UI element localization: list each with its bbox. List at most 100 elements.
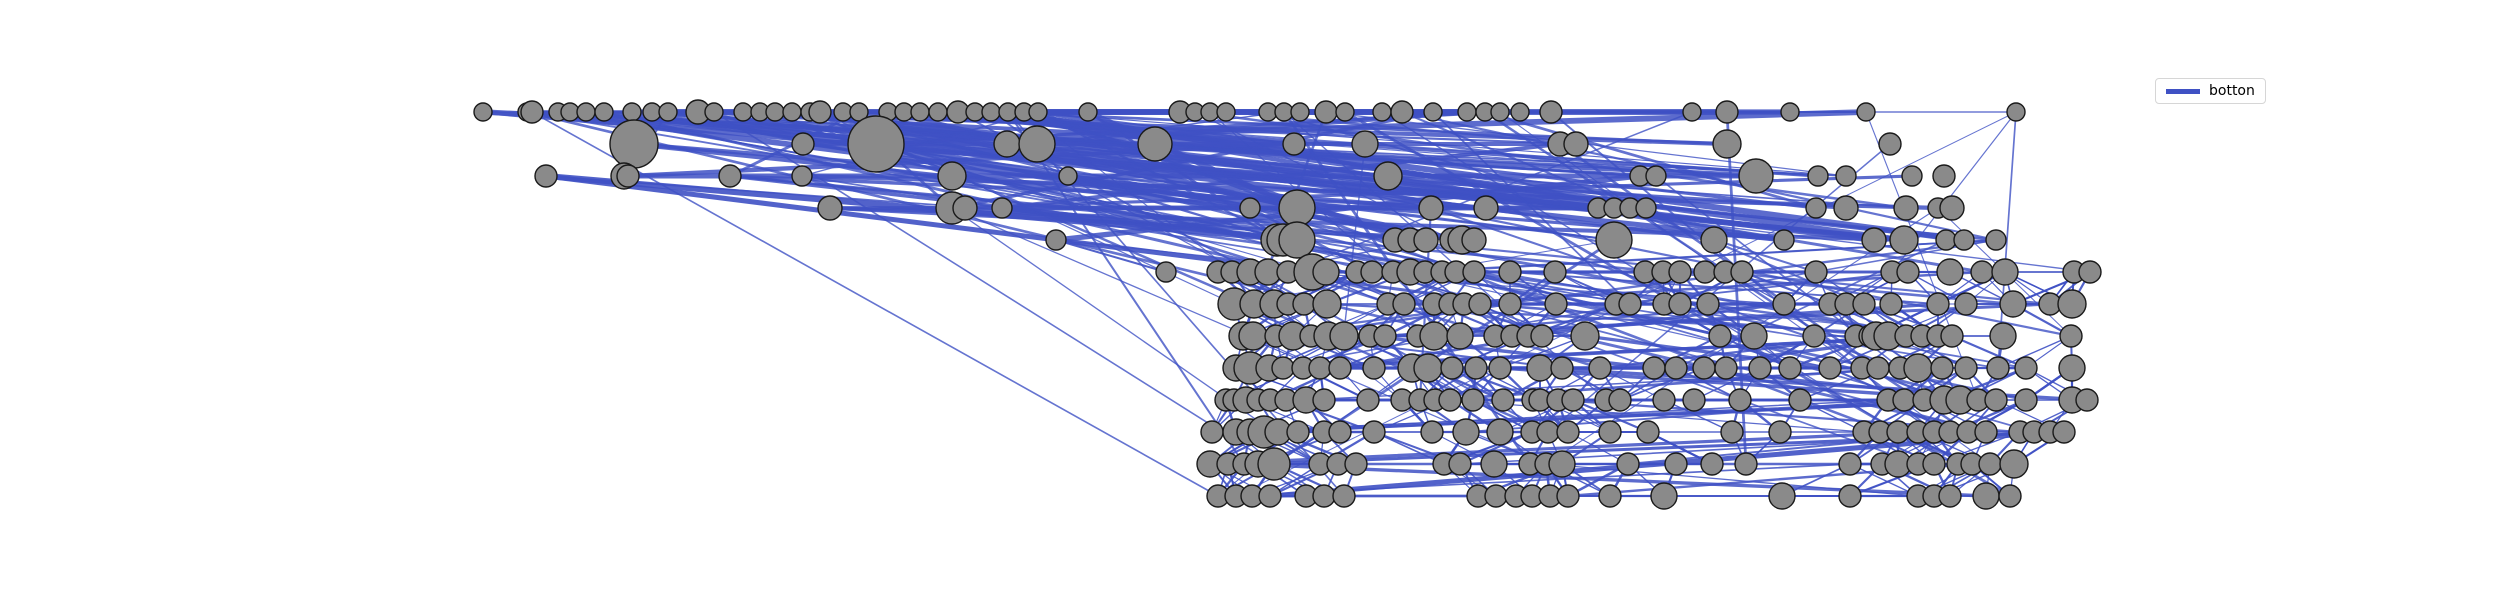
graph-edge	[1865, 111, 1979, 401]
graph-node	[991, 197, 1013, 219]
graph-node	[1700, 452, 1724, 476]
graph-node	[1835, 165, 1857, 187]
graph-node	[1805, 197, 1827, 219]
graph-node	[1715, 100, 1739, 124]
graph-node	[1935, 229, 1957, 251]
graph-node	[1548, 450, 1576, 478]
graph-edge	[858, 111, 1757, 177]
graph-node	[1561, 388, 1585, 412]
graph-node	[1360, 260, 1384, 284]
graph-node	[1889, 225, 1919, 255]
graph-node	[520, 100, 544, 124]
graph-node	[1239, 197, 1261, 219]
graph-node	[1936, 258, 1964, 286]
graph-node	[1286, 420, 1310, 444]
graph-node	[1058, 166, 1078, 186]
graph-node	[1972, 482, 2000, 510]
graph-node	[1413, 227, 1439, 253]
graph-node	[1852, 292, 1876, 316]
graph-node	[1886, 420, 1910, 444]
graph-node	[1461, 388, 1485, 412]
graph-node	[1650, 482, 1678, 510]
graph-node	[894, 102, 914, 122]
graph-node	[1748, 356, 1772, 380]
graph-node	[1989, 322, 2017, 350]
graph-node	[1932, 164, 1956, 188]
graph-node	[1636, 420, 1660, 444]
graph-node	[1200, 420, 1224, 444]
graph-node	[1598, 420, 1622, 444]
graph-node	[1635, 197, 1657, 219]
graph-node	[1392, 292, 1416, 316]
graph-node	[1926, 292, 1950, 316]
graph-node	[1938, 484, 1962, 508]
graph-node	[1271, 356, 1295, 380]
graph-edge	[1950, 334, 2028, 370]
graph-node	[1078, 102, 1098, 122]
graph-node	[1468, 292, 1492, 316]
graph-node	[1257, 447, 1291, 481]
graph-node	[1373, 324, 1397, 348]
graph-node	[704, 102, 724, 122]
graph-node	[1362, 356, 1386, 380]
graph-node	[1879, 292, 1903, 316]
graph-node	[1155, 261, 1177, 283]
graph-node	[1258, 484, 1282, 508]
graph-node	[1372, 102, 1392, 122]
graph-edge	[1740, 270, 1832, 306]
graph-node	[791, 132, 815, 156]
graph-node	[1668, 292, 1692, 316]
graph-node	[1901, 165, 1923, 187]
graph-node	[1419, 321, 1449, 351]
graph-node	[1045, 229, 1067, 251]
graph-node	[1536, 420, 1560, 444]
graph-node	[1740, 322, 1768, 350]
graph-edge	[1251, 238, 1998, 338]
graph-node	[2052, 420, 2076, 444]
graph-node	[928, 102, 948, 122]
graph-node	[1970, 260, 1994, 284]
graph-node	[1490, 102, 1510, 122]
graph-node	[1999, 290, 2027, 318]
graph-edge	[1194, 111, 1453, 241]
graph-edge	[1653, 335, 1721, 369]
graph-node	[1332, 484, 1356, 508]
graph-node	[1804, 260, 1828, 284]
graph-node	[1700, 226, 1728, 254]
graph-node	[1892, 388, 1916, 412]
graph-node	[576, 102, 596, 122]
graph-node	[1292, 292, 1316, 316]
graph-node	[1390, 100, 1414, 124]
graph-edge	[1997, 335, 2072, 369]
graph-node	[1768, 420, 1792, 444]
graph-node	[1351, 130, 1379, 158]
graph-node	[1539, 100, 1563, 124]
graph-node	[1714, 356, 1738, 380]
graph-node	[1861, 227, 1887, 253]
graph-node	[1802, 324, 1826, 348]
graph-node	[1984, 388, 2008, 412]
graph-node	[1464, 356, 1488, 380]
graph-node	[1312, 388, 1336, 412]
graph-node	[1308, 356, 1332, 380]
graph-node	[1595, 221, 1633, 259]
graph-node	[609, 119, 659, 169]
graph-node	[1682, 102, 1702, 122]
graph-node	[1344, 452, 1368, 476]
graph-node	[1903, 353, 1933, 383]
graph-node	[1314, 100, 1338, 124]
graph-node	[1712, 129, 1742, 159]
graph-node	[1838, 452, 1862, 476]
graph-node	[658, 102, 678, 122]
graph-edge	[1193, 110, 1908, 210]
graph-node	[642, 102, 662, 122]
graph-node	[1356, 388, 1380, 412]
graph-node	[1556, 420, 1580, 444]
graph-edge	[1262, 398, 1998, 434]
graph-node	[1362, 420, 1386, 444]
graph-node	[1930, 356, 1954, 380]
graph-edge	[1287, 111, 1693, 273]
graph-node	[1373, 161, 1403, 191]
graph-node	[1652, 388, 1676, 412]
